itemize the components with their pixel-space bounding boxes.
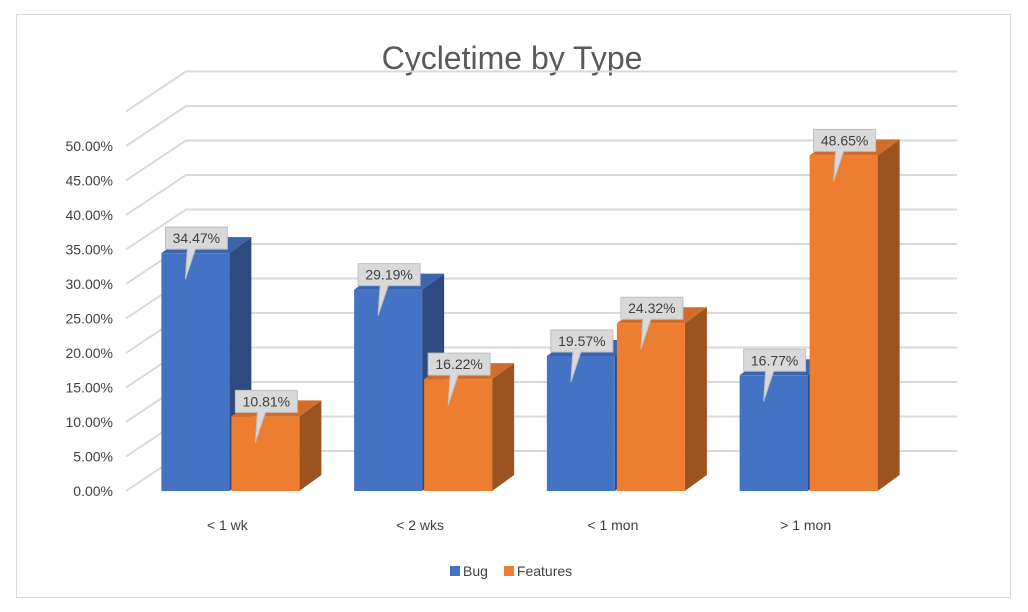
gridline [125,208,957,251]
data-label: 10.81% [234,389,298,443]
data-label-callout [164,226,228,280]
x-category-label: > 1 mon [780,517,831,533]
y-tick-label: 0.00% [73,483,113,499]
data-label-text: 24.32% [628,300,675,316]
y-tick-label: 30.00% [66,276,113,292]
bar-side [299,400,322,491]
y-tick-label: 35.00% [66,242,113,258]
data-label: 48.65% [813,128,877,182]
bar-front [231,416,300,491]
bar [809,139,900,491]
legend-label: Bug [463,563,488,579]
data-label: 34.47% [164,226,228,280]
data-label-callout [427,352,491,406]
x-category-label: < 1 wk [207,517,249,533]
gridline [125,139,957,182]
data-label: 29.19% [357,263,421,316]
y-tick-label: 50.00% [66,138,113,154]
bar [231,400,322,491]
data-label: 16.22% [427,352,491,406]
y-tick-label: 40.00% [66,207,113,223]
data-label-callout [743,348,807,402]
data-label-text: 10.81% [243,393,290,409]
data-label-text: 16.22% [435,356,482,372]
bar-front [739,375,808,491]
gridline [125,70,957,113]
bar-side [684,307,707,491]
bar-front [424,379,493,491]
data-label: 19.57% [550,329,614,383]
gridline [125,105,957,147]
legend: Bug Features [450,563,572,579]
bar-front [546,355,615,491]
bar-front [354,289,423,491]
x-axis-category-labels: < 1 wk < 2 wks < 1 mon > 1 mon [207,517,831,533]
y-tick-label: 20.00% [66,345,113,361]
y-axis-tick-labels: 0.00% 5.00% 10.00% 15.00% 20.00% 25.00% 30.00%… [66,138,113,499]
bar [616,307,707,491]
bar [424,363,515,491]
legend-swatch [503,566,514,576]
data-label-text: 19.57% [558,333,605,349]
data-label: 16.77% [743,348,807,402]
data-label-callout [620,296,684,350]
y-tick-label: 15.00% [66,380,113,396]
data-label-callout [357,263,421,316]
data-label-callout [813,128,877,182]
legend-swatch [450,566,460,576]
bar-front [809,155,878,491]
legend-label: Features [517,563,572,579]
data-label-callout [234,389,298,443]
bar-side [492,363,515,491]
data-label-text: 34.47% [173,230,220,246]
x-category-label: < 1 mon [587,517,638,533]
bar-front [161,253,230,491]
y-tick-label: 5.00% [73,449,113,465]
y-tick-label: 45.00% [66,173,113,189]
data-label: 24.32% [620,296,684,350]
bar-side [877,139,900,491]
data-labels: 34.47% 10.81% 29.19% 16.22% 19.57% 24.32% 16.7… [164,128,877,443]
data-label-text: 48.65% [821,132,868,148]
y-tick-label: 25.00% [66,311,113,327]
data-label-callout [550,329,614,383]
data-label-text: 16.77% [751,352,798,368]
x-category-label: < 2 wks [396,517,444,533]
bars [161,139,900,491]
gridline [125,174,957,216]
y-tick-label: 10.00% [66,414,113,430]
chart-title: Cycletime by Type [382,40,643,76]
bar-front [616,323,685,491]
data-label-text: 29.19% [365,267,412,283]
